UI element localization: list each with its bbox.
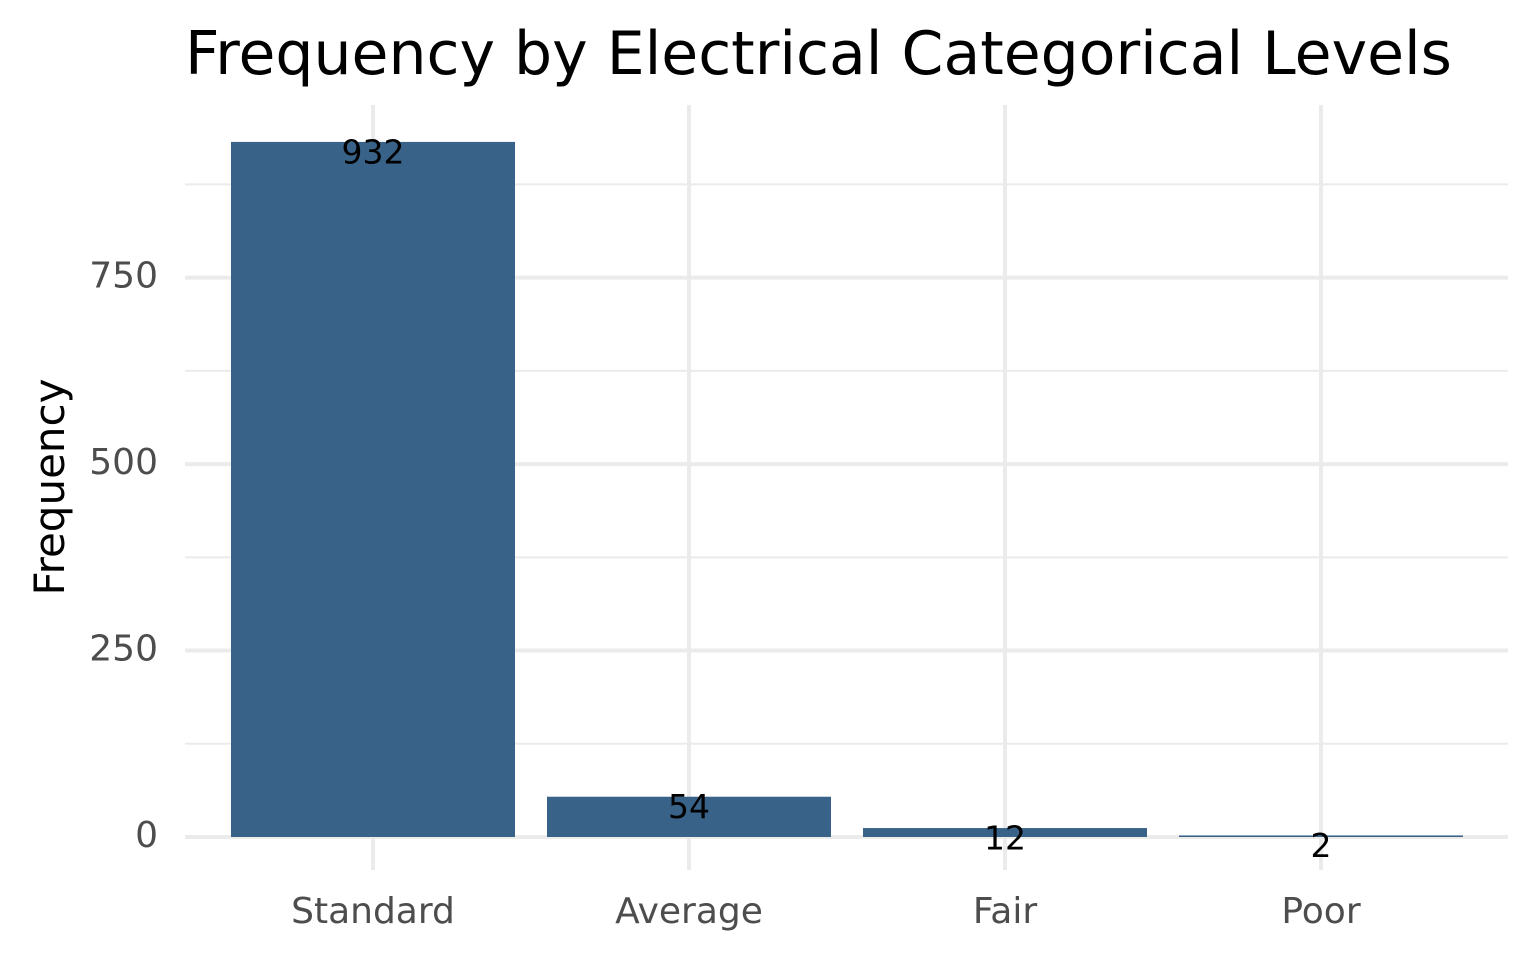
data-label: 932: [342, 132, 405, 171]
chart-title: Frequency by Electrical Categorical Leve…: [185, 19, 1452, 89]
y-tick-label: 750: [89, 256, 158, 297]
data-labels: 932 54 12 2: [342, 132, 1332, 865]
x-tick-label: Poor: [1281, 891, 1360, 932]
y-tick-label: 250: [89, 629, 158, 670]
y-tick-label: 0: [135, 815, 158, 856]
x-tick-label: Standard: [291, 891, 455, 932]
y-axis-ticks: 0 250 500 750: [89, 256, 158, 856]
bar-poor: [1179, 835, 1463, 837]
bar-average: [547, 796, 831, 837]
data-label: 2: [1311, 826, 1332, 865]
y-tick-label: 500: [89, 442, 158, 483]
x-tick-label: Fair: [973, 891, 1037, 932]
bar-standard: [231, 141, 515, 837]
data-label: 12: [984, 819, 1026, 858]
x-axis-ticks: Standard Average Fair Poor: [291, 891, 1361, 932]
bar-fair: [863, 828, 1147, 837]
bars: [231, 141, 1463, 837]
x-tick-label: Average: [615, 891, 763, 932]
data-label: 54: [668, 787, 710, 826]
y-axis-title: Frequency: [25, 379, 74, 596]
